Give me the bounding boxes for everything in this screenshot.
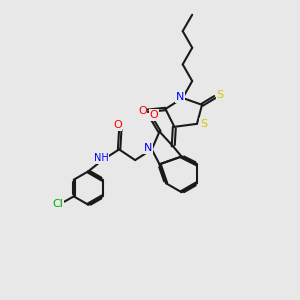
Text: S: S (200, 119, 207, 129)
Text: S: S (217, 90, 224, 100)
Text: Cl: Cl (53, 199, 64, 209)
Text: NH: NH (94, 153, 109, 163)
Text: N: N (144, 143, 152, 153)
Text: O: O (138, 106, 147, 116)
Text: O: O (113, 120, 122, 130)
Text: O: O (149, 110, 158, 120)
Text: N: N (176, 92, 184, 102)
